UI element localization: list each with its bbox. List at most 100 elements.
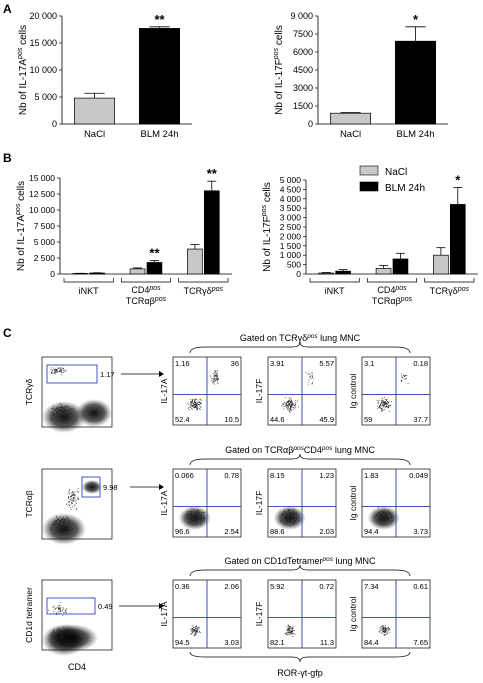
y-tick-label: 3 500: [280, 203, 302, 213]
y-tick-label: 10 000: [29, 65, 57, 75]
quadrant-value: 3.1: [364, 359, 374, 368]
y-tick-label: 5 000: [280, 175, 302, 185]
plot-y-label: Ig control: [348, 485, 358, 520]
scatter-dots: [51, 515, 72, 536]
quadrant-value: 7.65: [413, 638, 428, 647]
significance-marker: **: [149, 246, 160, 261]
group-label: TCRγδpos: [184, 286, 224, 296]
quadrant-value: 2.54: [224, 527, 239, 536]
y-tick-label: 9 000: [290, 11, 313, 21]
chart-il17a-panel-a: 0 5 000 10 000 15 000 20 000 NaCl BLM 24h ** Nb …: [17, 11, 192, 140]
panel-letter-a: A: [3, 2, 12, 16]
category-label: BLM 24h: [396, 129, 434, 140]
bar: [187, 248, 203, 275]
y-tick-label: 4 500: [280, 184, 302, 194]
scatter-dots: [284, 624, 296, 637]
quadrant-value: 0.78: [224, 471, 239, 480]
legend-label-blm: BLM 24h: [385, 183, 425, 194]
panel-c-flow-cytometry: Gated on TCRγδpos lung MNC 1.17 TCRγδ 1.16 3…: [24, 333, 431, 678]
bar: [449, 204, 466, 275]
scatter-dots: [376, 397, 392, 412]
density-cloud: [82, 480, 102, 494]
group-label: iNKT: [79, 286, 100, 296]
y-tick-label: 10 000: [29, 205, 55, 215]
group-bracket: [309, 278, 360, 283]
quadrant-plot: 1.16 36 52.4 10.5 IL-17A: [159, 356, 242, 426]
bar: [203, 190, 220, 275]
quadrant-value: 1.23: [319, 471, 334, 480]
scatter-dots: [281, 397, 300, 413]
panel-letter-c: C: [3, 326, 12, 340]
y-tick-label: 1500: [293, 101, 313, 111]
plot-y-label: IL-17A: [159, 490, 169, 515]
y-tick-label: 4 000: [280, 194, 302, 204]
arrow-head: [159, 371, 164, 377]
quadrant-plot: 5.92 0.72 82.1 11.3 IL-17F: [254, 579, 337, 649]
quadrant-value: 7.34: [364, 582, 379, 591]
y-tick-label: 2 000: [280, 231, 302, 241]
bottom-x-label: ROR-γt-gfp: [277, 668, 323, 678]
flow-row: Gated on TCRγδpos lung MNC 1.17 TCRγδ 1.16 3…: [24, 333, 431, 433]
y-axis-label: Nb of IL-17Fpos cells: [261, 182, 273, 272]
scatter-y-label: TCRγδ: [24, 379, 34, 406]
quadrant-value: 0.049: [409, 471, 428, 480]
bar: [330, 112, 372, 125]
quadrant-value: 0.61: [413, 582, 428, 591]
quadrant-value: 2.03: [319, 527, 334, 536]
group-label: TCRγδpos: [430, 286, 470, 296]
scatter-dots: [209, 370, 219, 385]
scatter-dots: [374, 507, 394, 525]
y-axis-label: Nb of IL-17Apos cells: [17, 25, 29, 115]
legend: NaCl BLM 24h: [359, 165, 425, 194]
quadrant-value: 52.4: [175, 415, 190, 424]
gate-value: 1.17: [100, 370, 115, 379]
bar: [139, 28, 181, 125]
chart-il17a-panel-b: 0 2 500 5 000 7 500 10 000 12 500 15 000 iNKT **…: [15, 166, 232, 306]
y-tick-label: 15 000: [29, 173, 55, 183]
y-tick-label: 3000: [293, 83, 313, 93]
quadrant-value: 44.6: [270, 415, 285, 424]
gate-brace: [189, 564, 411, 577]
quadrant-value: 3.91: [270, 359, 285, 368]
y-tick-label: 2 500: [34, 253, 56, 263]
y-tick-label: 4500: [293, 65, 313, 75]
quadrant-value: 36: [231, 359, 239, 368]
y-tick-label: 3 000: [280, 213, 302, 223]
quadrant-value: 1.16: [175, 359, 190, 368]
quadrant-plot: 8.15 1.23 88.6 2.03 IL-17F: [254, 468, 337, 538]
scatter-y-label: CD1d tetramer: [24, 587, 34, 643]
bar: [335, 270, 351, 275]
scatter-dots: [189, 625, 201, 637]
quadrant-value: 84.4: [364, 638, 379, 647]
y-tick-label: 6000: [293, 47, 313, 57]
arrow-head: [159, 603, 164, 609]
quadrant-value: 45.9: [319, 415, 334, 424]
group-label: CD4pos: [131, 285, 161, 295]
group-bracket: [120, 278, 172, 283]
quadrant-value: 11.3: [320, 638, 334, 647]
significance-marker: *: [413, 12, 419, 27]
bar: [129, 268, 146, 275]
group-label: TCRαβpos: [126, 296, 167, 306]
y-axis-label: Nb of IL-17Apos cells: [15, 181, 27, 271]
group-label: iNKT: [325, 286, 346, 296]
quadrant-plot: 7.34 0.61 84.4 7.65 Ig control: [348, 579, 431, 649]
plot-y-label: IL-17A: [159, 378, 169, 403]
y-tick-label: 0: [52, 119, 57, 129]
y-tick-label: 0: [308, 119, 313, 129]
plot-y-label: Ig control: [348, 373, 358, 408]
group-bracket: [424, 278, 475, 283]
quadrant-value: 2.06: [224, 582, 239, 591]
significance-marker: *: [455, 173, 461, 188]
quadrant-plot: 3.91 5.57 44.6 45.9 IL-17F: [254, 356, 337, 426]
category-label: NaCl: [84, 129, 105, 140]
group-bracket: [63, 278, 114, 283]
y-axis-label: Nb of IL-17Fpos cells: [273, 25, 285, 115]
gate-box: [46, 364, 98, 384]
y-tick-label: 15 000: [29, 38, 57, 48]
quadrant-value: 5.92: [270, 582, 285, 591]
gate-title: Gated on TCRγδpos lung MNC: [240, 333, 361, 343]
density-cloud: [76, 399, 112, 427]
gate-value: 9.98: [103, 483, 118, 492]
